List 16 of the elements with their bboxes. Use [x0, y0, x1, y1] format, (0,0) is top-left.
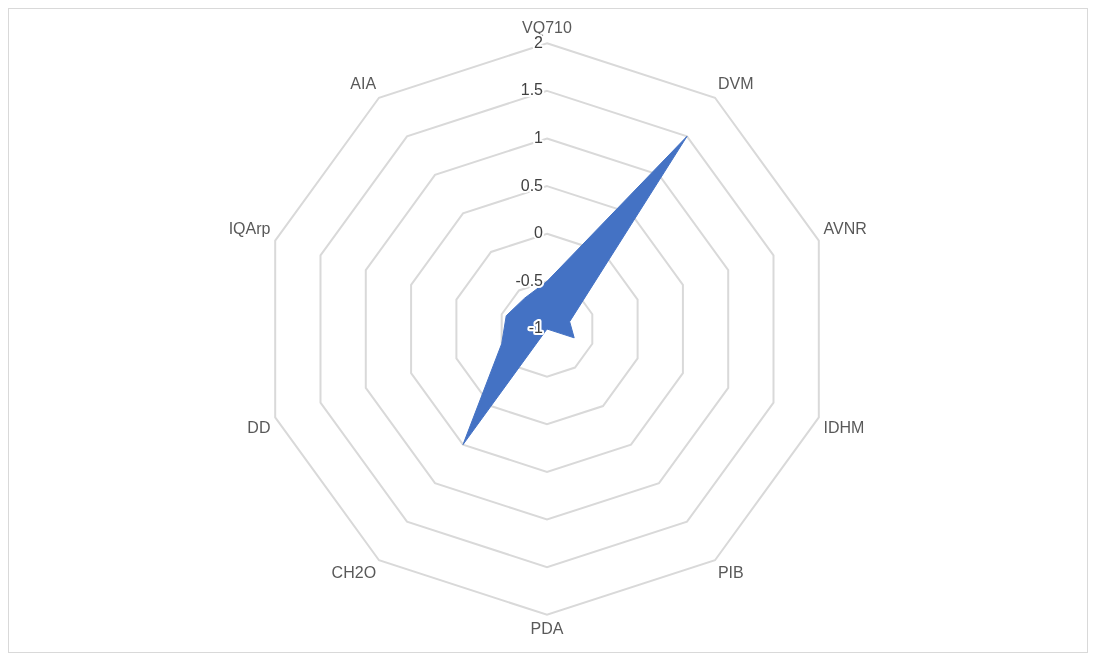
y-tick-label: 0.5 [520, 176, 544, 194]
y-tick-label: 1.5 [520, 81, 544, 99]
spoke-label: DVM [717, 74, 754, 92]
spoke-label: AVNR [823, 219, 867, 237]
y-tick-label: -0.5 [515, 271, 544, 289]
spoke-label: PIB [717, 564, 744, 582]
spoke-label: VQ710 [522, 19, 573, 37]
spoke-label: IDHM [823, 418, 865, 436]
y-tick-label: 0 [534, 224, 544, 242]
spoke-label: DD [247, 418, 271, 436]
spoke-label: AIA [350, 74, 377, 92]
spoke-label: CH2O [331, 564, 377, 582]
y-tick-label: -1 [528, 319, 544, 337]
spoke-label: PDA [530, 619, 564, 637]
spoke-label: IQArp [228, 219, 271, 237]
y-tick-label: 1 [534, 128, 544, 146]
